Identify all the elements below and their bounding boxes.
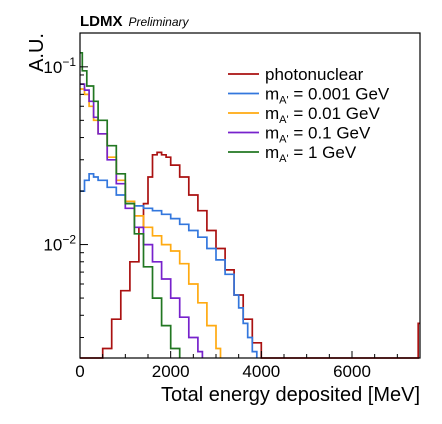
legend-label-4: mA' = 0.1 GeV xyxy=(265,124,371,146)
legend-label-5: mA' = 1 GeV xyxy=(265,143,357,165)
y-axis-ticks: 10−2 10−1 xyxy=(43,55,88,338)
series-line-2 xyxy=(80,172,258,358)
x-axis-title: Total energy deposited [MeV] xyxy=(161,384,420,406)
legend-label-2: mA' = 0.001 GeV xyxy=(265,85,390,107)
y-tick-label: 10−2 xyxy=(43,233,76,255)
series-line-5 xyxy=(80,51,181,358)
experiment-label: LDMX xyxy=(80,13,123,30)
x-axis-ticks: 0 2000 4000 6000 xyxy=(75,351,398,381)
y-axis-title: A.U. xyxy=(26,33,48,72)
y-tick-label: 10−1 xyxy=(43,55,76,77)
x-tick-label-4000: 4000 xyxy=(242,362,280,381)
x-tick-label-0: 0 xyxy=(75,362,84,381)
chart-brand: LDMX Preliminary xyxy=(80,13,190,30)
series-layer xyxy=(80,51,420,359)
series-line-3 xyxy=(80,88,222,358)
plot-frame xyxy=(79,32,421,359)
series-line-4 xyxy=(80,83,204,358)
series-line-1 xyxy=(80,151,420,359)
status-label: Preliminary xyxy=(129,15,190,29)
legend-label-3: mA' = 0.01 GeV xyxy=(265,104,380,126)
x-tick-label-2000: 2000 xyxy=(152,362,190,381)
x-tick-label-6000: 6000 xyxy=(333,362,371,381)
legend-label-1: photonuclear xyxy=(265,65,364,84)
